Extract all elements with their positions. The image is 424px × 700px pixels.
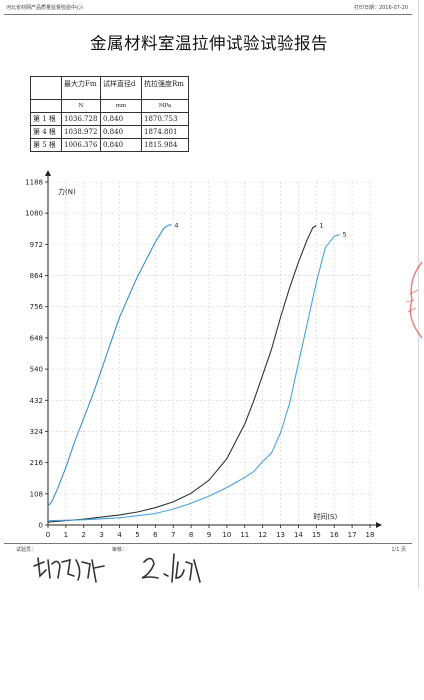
table-header-cell: 最大力Fm [61, 76, 101, 100]
reviewer-signature [141, 553, 201, 583]
x-tick-label: 3 [99, 531, 103, 539]
x-tick-label: 14 [294, 531, 303, 539]
x-tick-label: 7 [171, 531, 175, 539]
x-tick-label: 0 [46, 531, 50, 539]
table-row: 第 4 根 1038.972 0.840 1874.801 [30, 125, 189, 139]
x-tick-label: 2 [82, 531, 86, 539]
table-cell: 1815.984 [141, 138, 189, 152]
tester-signature [33, 557, 105, 583]
table-row: 第 5 根 1006.376 0.840 1815.984 [30, 138, 189, 152]
table-cell: 1870.753 [141, 112, 189, 126]
y-tick-label: 432 [30, 397, 43, 405]
series-line-1 [47, 225, 317, 523]
header-divider [4, 14, 412, 15]
y-tick-label: 324 [30, 428, 44, 436]
x-tick-label: 5 [135, 531, 139, 539]
table-cell: 1036.728 [61, 112, 101, 126]
y-tick-label: 864 [30, 272, 44, 280]
x-axis-arrow [376, 522, 382, 528]
table-unit-cell: mm [100, 99, 142, 113]
reviewer-label: 审核： [112, 547, 128, 553]
table-header-row: 最大力Fm 试样直径d 抗拉强度Rm [30, 76, 189, 100]
page-number: 1/1 页 [391, 547, 406, 553]
series-label-1: 1 [319, 222, 323, 230]
series-line-5 [47, 233, 340, 522]
table-cell: 0.840 [100, 138, 142, 152]
y-tick-label: 1080 [25, 210, 43, 218]
table-cell: 1006.376 [61, 138, 101, 152]
y-tick-label: 756 [30, 303, 44, 311]
table-cell: 1874.801 [141, 125, 189, 139]
table-cell: 0.840 [100, 112, 142, 126]
footer-divider [4, 543, 412, 544]
results-table: 最大力Fm 试样直径d 抗拉强度Rm N mm MPa 第 1 根 1036.7… [30, 76, 189, 152]
table-header-cell [30, 76, 62, 100]
x-tick-label: 11 [240, 531, 249, 539]
header-org: 河北省材网产品质量监督检验中心) [6, 5, 83, 11]
x-tick-label: 9 [207, 531, 211, 539]
x-tick-label: 18 [366, 531, 375, 539]
table-cell: 第 5 根 [30, 138, 62, 152]
series-label-5: 5 [343, 231, 347, 239]
table-header-cell: 试样直径d [100, 76, 142, 100]
table-cell: 第 1 根 [30, 112, 62, 126]
y-tick-label: 972 [30, 241, 43, 249]
y-tick-label: 0 [39, 522, 43, 530]
table-unit-cell: N [61, 99, 101, 113]
table-row: 第 1 根 1036.728 0.840 1870.753 [30, 112, 189, 126]
x-tick-label: 12 [258, 531, 267, 539]
y-tick-label: 216 [30, 459, 44, 467]
x-tick-label: 6 [153, 531, 158, 539]
x-tick-label: 10 [222, 531, 231, 539]
y-axis-label: 力(N) [58, 187, 76, 196]
y-tick-label: 648 [30, 334, 43, 342]
table-cell: 第 4 根 [30, 125, 62, 139]
y-tick-label: 540 [30, 366, 43, 374]
x-tick-label: 4 [117, 531, 122, 539]
table-cell: 0.840 [100, 125, 142, 139]
table-cell: 1038.972 [61, 125, 101, 139]
tester-label: 试验员： [16, 547, 37, 553]
x-tick-label: 17 [348, 531, 357, 539]
report-sheet: 河北省材网产品质量监督检验中心) 打印日期：2016-07-20 金属材料室温拉… [4, 0, 419, 590]
header-print-date: 打印日期：2016-07-20 [353, 5, 408, 11]
x-tick-label: 15 [312, 531, 321, 539]
series-line-4 [47, 224, 172, 507]
x-tick-label: 8 [189, 531, 193, 539]
table-units-row: N mm MPa [30, 99, 189, 113]
x-tick-label: 1 [64, 531, 68, 539]
table-unit-cell [30, 99, 62, 113]
y-axis-arrow [45, 170, 51, 176]
x-tick-label: 16 [330, 531, 339, 539]
table-unit-cell: MPa [141, 99, 189, 113]
y-tick-label: 108 [30, 490, 43, 498]
series-label-4: 4 [174, 221, 178, 229]
table-header-cell: 抗拉强度Rm [141, 76, 189, 100]
report-title: 金属材料室温拉伸试验试验报告 [90, 34, 328, 53]
red-seal-stamp [405, 261, 423, 339]
y-tick-label: 1188 [25, 179, 43, 187]
x-axis-label: 时间(S) [313, 512, 337, 521]
x-tick-label: 13 [276, 531, 285, 539]
